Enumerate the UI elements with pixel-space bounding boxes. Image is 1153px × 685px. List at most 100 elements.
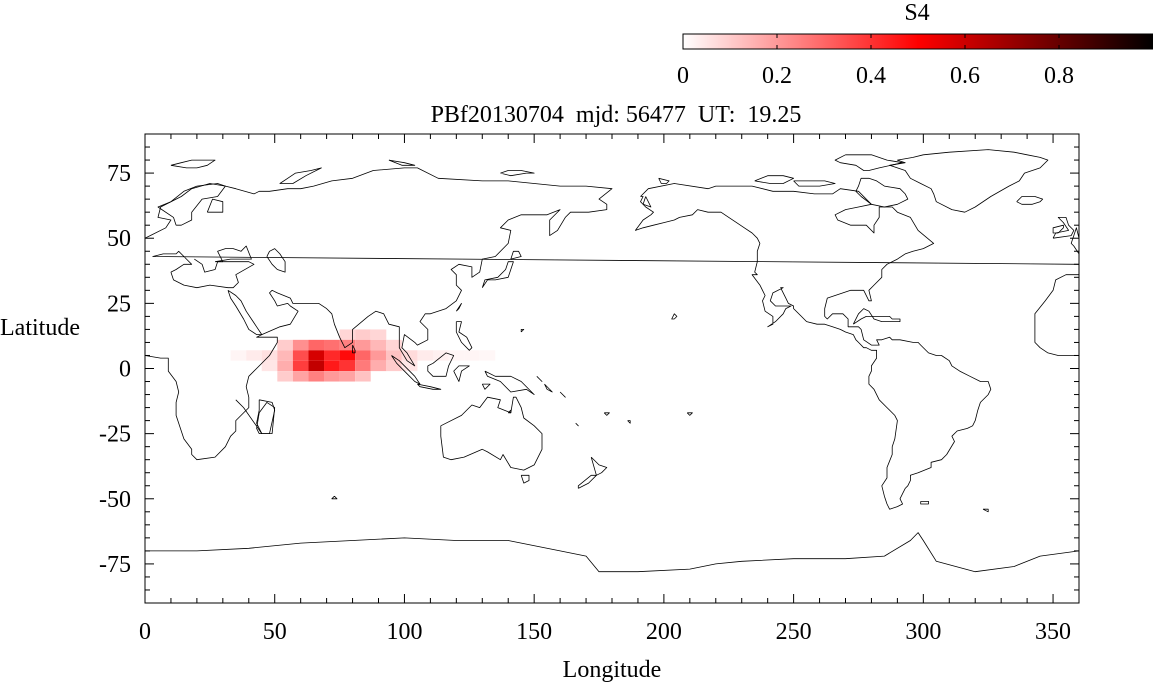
coastline <box>453 365 470 382</box>
s4-cell <box>324 371 340 382</box>
coastline <box>256 399 276 435</box>
coastline <box>577 474 597 489</box>
s4-cell <box>339 339 356 351</box>
s4-cell <box>355 339 371 351</box>
s4-cell <box>292 339 309 351</box>
coastline <box>388 159 416 166</box>
s4-cell <box>448 350 465 361</box>
coastline <box>417 383 442 390</box>
s4-cell <box>386 360 402 372</box>
coastline <box>855 177 909 208</box>
coastline <box>484 370 535 396</box>
s4-cell <box>324 339 340 351</box>
coastline <box>227 289 263 336</box>
coastline <box>520 328 525 333</box>
coastline <box>520 474 530 484</box>
s4-cell <box>277 339 293 351</box>
coastline <box>157 183 226 226</box>
x-tick-label: 350 <box>1035 619 1071 645</box>
s4-cell <box>292 350 309 361</box>
s4-cell <box>355 371 371 382</box>
coastline <box>834 154 903 171</box>
coastline <box>1070 227 1079 255</box>
coastline <box>206 198 224 213</box>
coastline <box>266 248 286 273</box>
coastline <box>152 250 1079 273</box>
coastline <box>559 391 566 398</box>
x-tick-label: 150 <box>516 619 552 645</box>
x-tick-label: 300 <box>905 619 941 645</box>
colorbar-tick-label: 0.8 <box>1044 63 1074 89</box>
s4-cell <box>308 339 325 351</box>
coastline <box>279 167 322 184</box>
colorbar-tick-label: 0.4 <box>856 63 886 89</box>
coastlines <box>145 149 1079 573</box>
coastline <box>427 352 455 377</box>
y-tick-label: -75 <box>99 552 131 578</box>
coastline <box>1034 274 1079 356</box>
coastline <box>982 508 989 513</box>
colorbar-ticks: 0 0.2 0.4 0.6 0.8 <box>677 34 1074 89</box>
coastline <box>889 149 1049 213</box>
s4-cell <box>370 329 387 340</box>
s4-cell <box>370 339 387 351</box>
coastline <box>352 344 356 354</box>
coastline <box>658 177 670 184</box>
s4-cell <box>277 350 293 361</box>
coastline <box>671 313 678 320</box>
coastline <box>170 159 216 169</box>
colorbar <box>682 33 1153 50</box>
s4-cell <box>324 350 340 361</box>
coastline <box>627 420 631 424</box>
coastline <box>391 355 421 385</box>
s4-cell <box>246 350 262 361</box>
x-tick-label: 0 <box>139 619 151 645</box>
coastline <box>1016 196 1044 205</box>
s4-cell <box>355 350 371 361</box>
x-tick-label: 250 <box>776 619 812 645</box>
s4-cell <box>401 360 418 372</box>
s4-cell <box>386 339 402 351</box>
coastline <box>1052 216 1075 239</box>
coastline <box>544 383 553 393</box>
coastline <box>754 175 794 184</box>
s4-cell <box>308 371 325 382</box>
y-tick-label: 0 <box>119 357 131 383</box>
x-tick-label: 100 <box>386 619 422 645</box>
s4-cell <box>464 350 480 361</box>
s4-cell <box>386 350 402 361</box>
coastline <box>920 500 929 505</box>
s4-cell <box>292 371 309 382</box>
y-tick-label: 25 <box>107 291 131 317</box>
coastline <box>590 456 608 476</box>
coastline <box>170 258 255 289</box>
coastline <box>1052 224 1064 234</box>
colorbar-tick-label: 0 <box>677 63 689 89</box>
y-axis-label: Latitude <box>0 315 80 341</box>
coastline <box>510 250 522 260</box>
coastline <box>481 383 491 390</box>
coastline <box>145 532 1079 573</box>
s4-cell <box>277 371 293 382</box>
coastline <box>481 261 514 288</box>
s4-cell <box>479 350 496 361</box>
s4-cell <box>230 350 247 361</box>
coastline <box>642 196 652 208</box>
s4-cell <box>277 360 293 372</box>
s4-cell <box>308 350 325 361</box>
y-tick-label: -25 <box>99 422 131 448</box>
y-tick-label: -50 <box>99 487 131 513</box>
coastline <box>686 412 693 416</box>
colorbar-tick-label: 0.6 <box>950 63 980 89</box>
coastline <box>455 321 473 351</box>
coastline <box>635 183 992 510</box>
coastline <box>536 376 543 382</box>
x-axis-label: Longitude <box>563 657 662 683</box>
y-tick-label: 50 <box>107 226 131 252</box>
s4-cell <box>339 329 356 340</box>
s4-cells <box>230 329 496 382</box>
y-tick-labels: 75 50 25 0 -25 -50 -75 <box>99 161 131 578</box>
s4-cell <box>261 360 278 372</box>
